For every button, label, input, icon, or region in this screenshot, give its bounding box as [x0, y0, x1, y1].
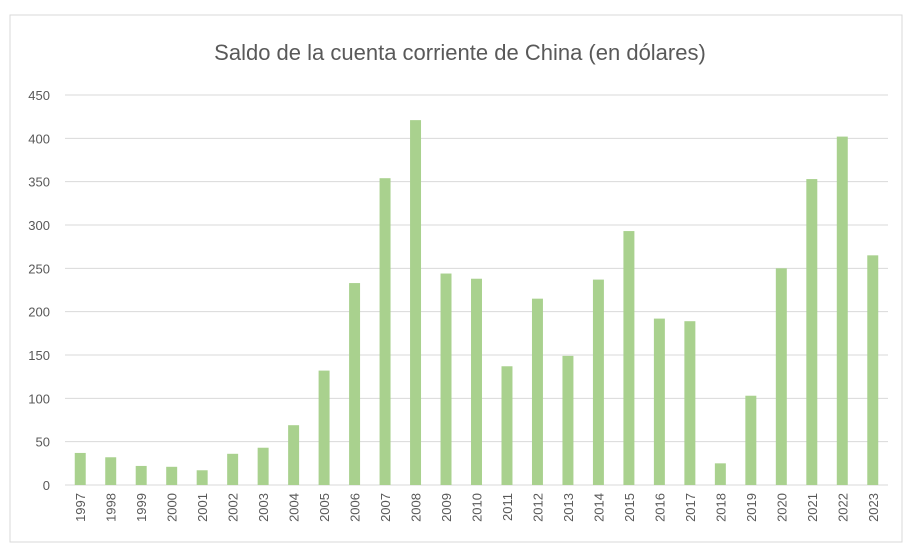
x-tick-label: 1999 — [134, 493, 149, 522]
y-tick-label: 200 — [28, 305, 50, 320]
x-tick-label: 2014 — [591, 493, 606, 522]
bar — [471, 278, 482, 485]
bar — [166, 466, 178, 485]
bar — [288, 425, 300, 485]
chart-title: Saldo de la cuenta corriente de China (e… — [214, 40, 706, 65]
bar — [623, 231, 635, 485]
x-tick-label: 2003 — [256, 493, 271, 522]
x-tick-label: 2001 — [195, 493, 210, 522]
bar — [74, 452, 86, 485]
bar — [410, 120, 422, 485]
bar — [440, 273, 452, 485]
x-tick-label: 2017 — [683, 493, 698, 522]
x-tick-label: 2018 — [713, 493, 728, 522]
bar — [653, 318, 665, 485]
bar — [349, 283, 361, 485]
x-tick-label: 1997 — [73, 493, 88, 522]
bar — [318, 370, 330, 485]
bar — [592, 279, 604, 485]
y-tick-label: 450 — [28, 88, 50, 103]
bar — [745, 395, 757, 485]
y-tick-label: 400 — [28, 131, 50, 146]
x-tick-label: 2016 — [652, 493, 667, 522]
x-tick-label: 2005 — [317, 493, 332, 522]
x-tick-label: 2015 — [622, 493, 637, 522]
x-tick-label: 2007 — [378, 493, 393, 522]
bar — [806, 179, 818, 486]
bar — [836, 136, 848, 485]
bar — [775, 268, 787, 485]
chart-frame — [9, 14, 903, 543]
bar — [684, 321, 696, 485]
x-tick-label: 2004 — [287, 493, 302, 522]
bar — [501, 366, 513, 485]
x-tick-label: 2019 — [744, 493, 759, 522]
bar — [135, 465, 147, 485]
x-tick-label: 2002 — [226, 493, 241, 522]
x-tick-label: 2009 — [439, 493, 454, 522]
x-tick-label: 2012 — [530, 493, 545, 522]
x-tick-label: 2006 — [348, 493, 363, 522]
y-tick-label: 0 — [43, 478, 50, 493]
x-tick-label: 2013 — [561, 493, 576, 522]
x-tick-label: 2022 — [835, 493, 850, 522]
y-tick-label: 100 — [28, 391, 50, 406]
x-tick-label: 2020 — [774, 493, 789, 522]
y-tick-label: 350 — [28, 175, 50, 190]
y-tick-label: 150 — [28, 348, 50, 363]
y-tick-label: 250 — [28, 261, 50, 276]
bar — [227, 453, 239, 485]
x-tick-label: 2023 — [866, 493, 881, 522]
x-tick-label: 2008 — [409, 493, 424, 522]
x-tick-label: 1998 — [104, 493, 119, 522]
bar — [531, 298, 543, 485]
bar — [867, 255, 879, 485]
y-tick-label: 300 — [28, 218, 50, 233]
x-tick-label: 2000 — [165, 493, 180, 522]
y-tick-label: 50 — [36, 435, 50, 450]
bar — [105, 457, 117, 485]
bar — [257, 447, 269, 485]
bar — [562, 355, 574, 485]
x-tick-label: 2010 — [470, 493, 485, 522]
bar — [379, 178, 391, 485]
bar — [196, 470, 208, 485]
x-tick-label: 2021 — [805, 493, 820, 522]
x-tick-label: 2011 — [500, 493, 515, 521]
bar — [714, 463, 726, 485]
